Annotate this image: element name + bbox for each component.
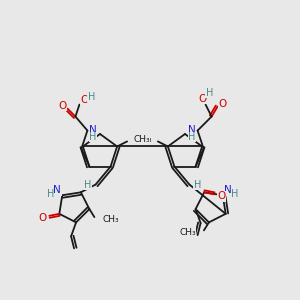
Text: H: H: [194, 180, 201, 190]
Text: N: N: [188, 125, 196, 135]
Text: H: H: [206, 88, 213, 98]
Text: O: O: [80, 94, 88, 105]
Text: H: H: [84, 180, 91, 190]
Text: CH₃: CH₃: [135, 135, 152, 144]
Text: O: O: [38, 213, 46, 223]
Text: H: H: [188, 132, 196, 142]
Text: O: O: [199, 94, 207, 103]
Text: O: O: [217, 191, 225, 201]
Text: H: H: [88, 92, 95, 102]
Text: CH₃: CH₃: [179, 228, 196, 237]
Text: H: H: [89, 132, 97, 142]
Text: H: H: [46, 189, 54, 199]
Text: H: H: [231, 189, 238, 199]
Text: N: N: [224, 185, 232, 195]
Text: O: O: [218, 99, 227, 109]
Text: N: N: [53, 185, 61, 195]
Text: N: N: [89, 125, 97, 135]
Text: CH₃: CH₃: [133, 135, 150, 144]
Text: O: O: [58, 100, 67, 111]
Text: CH₃: CH₃: [102, 214, 119, 224]
